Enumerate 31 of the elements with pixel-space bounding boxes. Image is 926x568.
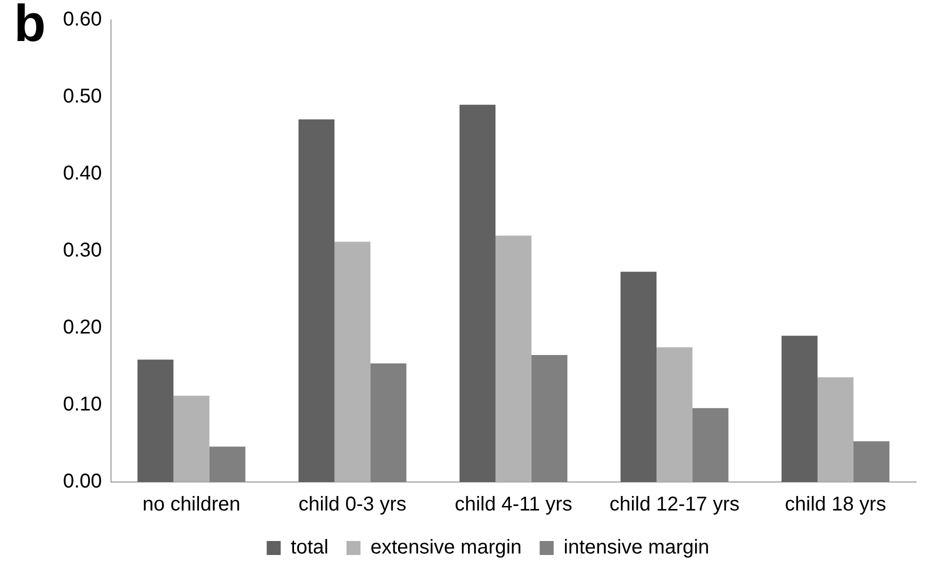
bar — [531, 354, 568, 482]
y-tick-label: 0.50 — [62, 86, 102, 108]
x-tick-label: child 12-17 yrs — [609, 494, 740, 516]
bar — [656, 347, 692, 482]
bar — [853, 441, 890, 482]
bar — [370, 363, 406, 482]
x-tick-label: child 4-11 yrs — [454, 494, 572, 516]
y-tick-label: 0.00 — [62, 470, 102, 493]
bar — [173, 396, 210, 482]
y-tick-label: 0.10 — [62, 394, 102, 416]
legend-label: extensive margin — [370, 536, 522, 559]
bar — [298, 119, 334, 482]
y-tick-label: 0.30 — [62, 240, 102, 262]
x-tick-label: child 18 yrs — [784, 494, 886, 516]
bar — [460, 104, 496, 482]
y-tick-label: 0.40 — [62, 162, 102, 185]
x-tick-label: child 0-3 yrs — [298, 494, 406, 516]
bar — [334, 242, 370, 482]
bar — [137, 360, 174, 482]
bar — [495, 236, 532, 482]
bar — [692, 408, 728, 482]
y-tick-label: 0.60 — [62, 8, 102, 31]
bar — [620, 272, 656, 482]
legend-label: intensive margin — [564, 536, 710, 559]
bar — [209, 446, 246, 482]
legend-label: total — [290, 536, 329, 559]
bar — [818, 377, 854, 482]
text: b — [14, 0, 46, 54]
bar — [782, 336, 818, 482]
y-tick-label: 0.20 — [62, 316, 102, 339]
x-tick-label: no children — [142, 494, 240, 516]
